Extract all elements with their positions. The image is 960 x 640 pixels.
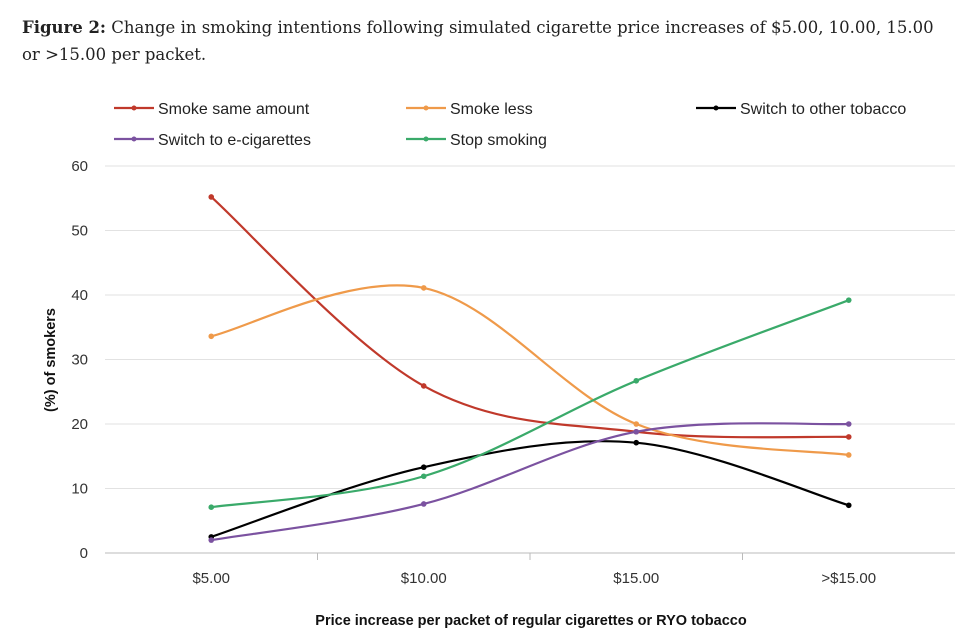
legend-label: Switch to other tobacco bbox=[740, 101, 906, 118]
data-point bbox=[633, 421, 640, 427]
data-point bbox=[420, 501, 427, 507]
figure-caption: Figure 2: Change in smoking intentions f… bbox=[22, 14, 952, 68]
y-tick-label: 50 bbox=[71, 223, 88, 240]
data-point bbox=[845, 502, 852, 509]
legend-marker bbox=[423, 105, 429, 111]
x-axis-title: Price increase per packet of regular cig… bbox=[315, 613, 747, 629]
legend-marker bbox=[131, 136, 137, 142]
y-tick-label: 10 bbox=[71, 481, 88, 498]
x-tick-label: $10.00 bbox=[401, 570, 447, 587]
data-point bbox=[420, 464, 427, 471]
caption-label: Figure 2: bbox=[22, 18, 107, 37]
y-axis-title: (%) of smokers bbox=[43, 308, 59, 412]
series-line bbox=[211, 284, 849, 457]
x-tick-label: $5.00 bbox=[192, 570, 230, 587]
series-line bbox=[210, 196, 849, 439]
y-tick-label: 40 bbox=[71, 287, 88, 304]
legend-marker bbox=[131, 105, 137, 111]
caption-text: Change in smoking intentions following s… bbox=[22, 18, 934, 64]
series-line bbox=[210, 440, 850, 538]
data-point bbox=[845, 297, 852, 303]
x-tick-label: >$15.00 bbox=[821, 570, 876, 587]
y-tick-label: 20 bbox=[71, 416, 88, 433]
legend-label: Stop smoking bbox=[450, 132, 547, 149]
legend-marker bbox=[423, 136, 429, 142]
data-point bbox=[633, 428, 640, 435]
data-point bbox=[420, 473, 427, 480]
data-point bbox=[845, 421, 852, 427]
legend-label: Switch to e-cigarettes bbox=[158, 132, 311, 149]
series-line bbox=[211, 299, 850, 509]
y-tick-label: 30 bbox=[71, 352, 88, 369]
legend-label: Smoke less bbox=[450, 101, 533, 118]
legend-label: Smoke same amount bbox=[158, 101, 310, 118]
series-line bbox=[211, 422, 849, 542]
data-point bbox=[633, 377, 640, 384]
data-point bbox=[208, 333, 215, 340]
y-tick-label: 0 bbox=[80, 545, 88, 562]
y-tick-label: 60 bbox=[71, 158, 88, 175]
x-tick-label: $15.00 bbox=[613, 570, 659, 587]
data-point bbox=[845, 452, 852, 458]
data-point bbox=[208, 194, 215, 200]
data-point bbox=[208, 504, 215, 511]
legend-marker bbox=[713, 105, 719, 111]
data-point bbox=[845, 434, 852, 440]
data-point bbox=[420, 383, 427, 389]
data-point bbox=[420, 285, 427, 291]
data-point bbox=[633, 439, 640, 446]
data-point bbox=[208, 537, 215, 543]
